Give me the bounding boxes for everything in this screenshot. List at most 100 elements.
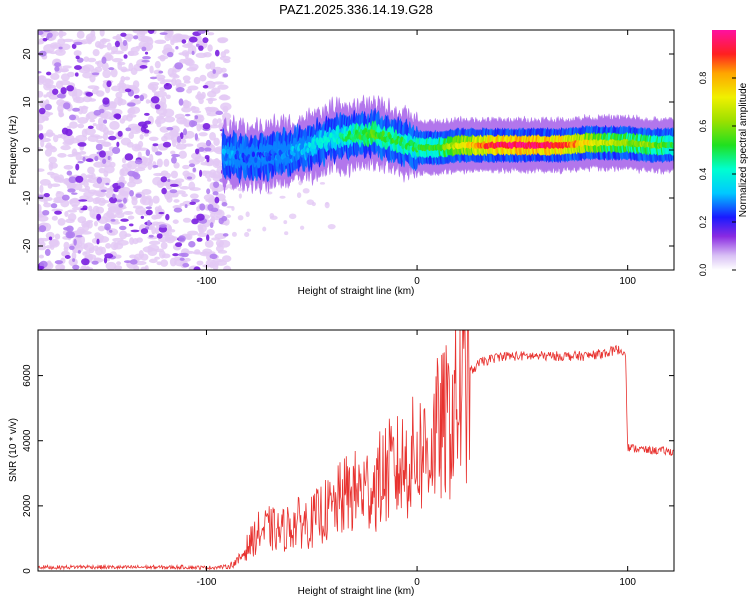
noise-blob xyxy=(79,230,92,235)
noise-blob xyxy=(149,81,160,86)
noise-blob xyxy=(75,163,80,171)
noise-blob xyxy=(213,137,220,146)
noise-blob xyxy=(109,120,120,130)
noise-blob xyxy=(57,38,66,45)
spectrogram-xlabel: Height of straight line (km) xyxy=(298,286,415,297)
noise-blob xyxy=(96,60,103,68)
noise-blob xyxy=(134,159,143,165)
noise-blob xyxy=(215,245,224,252)
noise-blob xyxy=(105,182,110,186)
noise-blob xyxy=(87,85,99,90)
noise-blob xyxy=(176,135,182,143)
noise-blob xyxy=(170,150,176,155)
noise-blob xyxy=(192,167,196,173)
noise-blob xyxy=(206,234,210,241)
noise-blob xyxy=(178,235,186,242)
noise-blob xyxy=(54,66,60,72)
noise-blob xyxy=(38,168,45,172)
noise-blob xyxy=(184,204,188,208)
noise-blob xyxy=(124,233,132,238)
noise-blob xyxy=(101,62,109,71)
noise-blob xyxy=(111,146,121,155)
spectrogram-ylabel: Frequency (Hz) xyxy=(8,116,19,185)
signal-blob xyxy=(351,136,355,143)
noise-blob xyxy=(207,44,213,52)
noise-blob xyxy=(91,260,99,265)
signal-blob xyxy=(360,134,364,141)
noise-blob xyxy=(193,76,201,85)
noise-blob xyxy=(69,121,78,129)
noise-blob xyxy=(92,122,97,127)
noise-blob xyxy=(218,95,231,101)
noise-blob xyxy=(67,188,76,193)
noise-blob xyxy=(129,237,135,245)
noise-blob xyxy=(222,265,232,270)
noise-blob xyxy=(158,225,168,233)
noise-blob xyxy=(106,130,115,136)
noise-blob xyxy=(110,51,115,55)
noise-blob xyxy=(188,181,196,191)
noise-blob xyxy=(66,85,75,92)
noise-blob xyxy=(160,259,169,267)
noise-blob xyxy=(93,161,105,168)
noise-blob xyxy=(75,175,84,183)
noise-blob xyxy=(269,212,275,219)
noise-blob xyxy=(38,265,45,270)
noise-blob xyxy=(205,139,212,147)
noise-blob xyxy=(198,45,204,51)
noise-blob xyxy=(79,195,90,201)
colorbar-ticks: 0.0 0.2 0.4 0.6 0.8 xyxy=(698,72,736,276)
noise-blob xyxy=(171,153,180,158)
noise-blob xyxy=(180,138,187,144)
noise-blob xyxy=(140,215,145,219)
noise-blob xyxy=(108,67,115,71)
noise-blob xyxy=(61,194,70,201)
noise-blob xyxy=(104,253,114,259)
noise-blob xyxy=(231,231,237,237)
noise-blob xyxy=(77,160,84,164)
noise-blob xyxy=(151,221,161,226)
noise-blob xyxy=(64,139,75,145)
noise-blob xyxy=(108,135,117,141)
noise-blob xyxy=(189,193,199,199)
noise-blob xyxy=(72,183,83,191)
noise-blob xyxy=(64,255,71,259)
noise-blob xyxy=(53,197,62,203)
noise-blob xyxy=(246,228,252,232)
noise-blob xyxy=(132,205,144,209)
noise-blob xyxy=(199,169,203,178)
noise-blob xyxy=(194,155,205,163)
noise-blob xyxy=(68,258,78,267)
noise-blob xyxy=(96,44,108,48)
noise-blob xyxy=(48,162,54,171)
colorbar-tick-label: 0.6 xyxy=(698,120,708,133)
noise-blob xyxy=(127,84,137,89)
noise-blob xyxy=(135,193,142,198)
noise-blob xyxy=(296,192,302,199)
noise-blob xyxy=(43,202,52,208)
signal-blob xyxy=(254,157,258,163)
noise-blob xyxy=(67,153,75,158)
noise-blob xyxy=(167,225,173,232)
noise-blob xyxy=(130,229,140,233)
noise-blob xyxy=(48,236,53,241)
noise-blob xyxy=(237,187,243,192)
noise-blob xyxy=(206,188,211,195)
noise-blob xyxy=(203,147,212,152)
noise-blob xyxy=(139,134,144,140)
noise-blob xyxy=(160,170,169,176)
noise-blob xyxy=(124,88,132,93)
noise-blob xyxy=(202,37,209,44)
noise-blob xyxy=(162,141,172,148)
noise-blob xyxy=(166,51,174,58)
noise-blob xyxy=(182,217,192,223)
noise-blob xyxy=(133,253,143,261)
noise-blob xyxy=(129,259,138,265)
noise-blob xyxy=(143,30,148,34)
noise-blob xyxy=(72,206,81,211)
noise-blob xyxy=(113,187,119,193)
noise-blob xyxy=(44,103,52,111)
noise-blob xyxy=(44,132,56,137)
noise-blob xyxy=(45,112,54,116)
